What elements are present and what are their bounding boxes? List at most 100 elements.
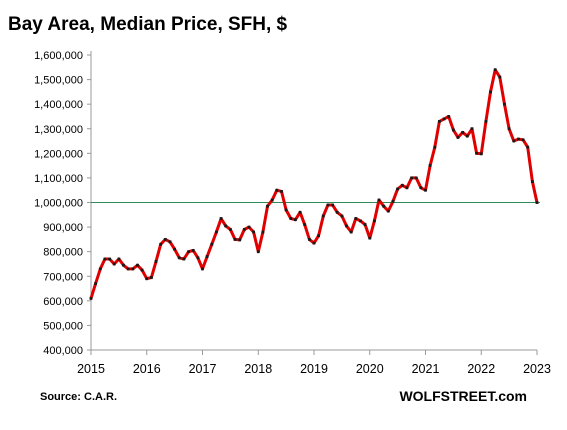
- data-point: [224, 224, 228, 228]
- data-point: [321, 214, 325, 218]
- data-point: [447, 115, 451, 118]
- data-point: [247, 225, 251, 229]
- x-tick-label: 2023: [523, 362, 551, 376]
- data-point: [201, 267, 204, 271]
- data-point: [400, 183, 404, 187]
- data-point: [182, 257, 186, 261]
- data-point: [354, 217, 358, 220]
- chart-title: Bay Area, Median Price, SFH, $: [8, 14, 288, 35]
- data-point: [479, 152, 483, 156]
- data-point: [154, 260, 158, 263]
- data-point: [470, 127, 474, 131]
- data-point: [465, 134, 469, 138]
- data-point: [312, 241, 316, 245]
- y-tick-label: 1,200,000: [34, 148, 83, 160]
- data-point: [94, 282, 97, 285]
- data-point: [210, 242, 214, 246]
- data-point: [377, 198, 381, 202]
- y-tick-label: 500,000: [43, 320, 83, 332]
- data-point: [489, 90, 492, 94]
- data-point: [396, 187, 399, 191]
- data-point: [410, 176, 413, 180]
- data-point: [187, 250, 190, 254]
- data-point: [238, 238, 242, 242]
- data-point: [442, 117, 446, 121]
- x-tick-label: 2015: [77, 362, 105, 376]
- data-point: [103, 257, 107, 261]
- y-tick-label: 1,600,000: [34, 50, 83, 62]
- x-tick-label: 2021: [412, 362, 440, 376]
- data-point: [215, 230, 218, 234]
- data-point: [131, 267, 135, 271]
- y-tick-label: 600,000: [43, 296, 83, 308]
- data-point: [349, 230, 353, 234]
- data-point: [531, 180, 534, 183]
- data-point: [233, 238, 237, 241]
- y-tick-label: 1,000,000: [34, 198, 83, 210]
- data-point: [275, 188, 279, 192]
- data-point: [229, 228, 232, 231]
- y-tick-label: 1,100,000: [34, 173, 83, 185]
- data-point: [526, 145, 530, 149]
- data-point: [219, 217, 223, 220]
- data-point: [298, 210, 302, 214]
- data-point: [126, 267, 130, 271]
- y-tick-label: 1,400,000: [34, 99, 83, 111]
- data-point: [475, 151, 478, 155]
- data-point: [391, 199, 395, 203]
- data-point: [345, 224, 348, 228]
- series-group: [89, 68, 539, 300]
- data-point: [452, 128, 455, 132]
- y-tick-label: 1,300,000: [34, 124, 83, 136]
- source-note: Source: C.A.R.: [40, 391, 118, 403]
- y-axis: 400,000 500,000 600,000 700,000 800,000 900,0…: [34, 50, 92, 357]
- data-point: [433, 145, 437, 149]
- data-point: [150, 276, 153, 279]
- data-point: [196, 256, 200, 260]
- data-point: [326, 203, 330, 207]
- data-point: [256, 250, 260, 254]
- data-point: [535, 201, 539, 204]
- data-point: [108, 257, 111, 261]
- x-tick-label: 2018: [244, 362, 272, 376]
- data-point: [419, 186, 423, 190]
- data-point: [270, 198, 274, 202]
- data-point: [438, 120, 441, 123]
- data-point: [163, 238, 167, 241]
- data-point: [89, 297, 93, 300]
- data-point: [512, 139, 516, 143]
- data-point: [507, 127, 511, 131]
- data-point: [168, 240, 172, 244]
- data-point: [112, 262, 116, 266]
- data-point: [331, 203, 334, 207]
- data-point: [340, 214, 344, 218]
- y-tick-label: 400,000: [43, 345, 83, 357]
- data-point: [289, 217, 293, 220]
- data-point: [461, 131, 465, 134]
- data-point: [177, 256, 181, 260]
- data-point: [386, 209, 390, 213]
- data-point: [484, 120, 488, 123]
- x-tick-label: 2017: [189, 362, 217, 376]
- data-point: [284, 208, 288, 212]
- y-tick-label: 900,000: [43, 222, 83, 234]
- data-point: [159, 242, 163, 246]
- data-point: [140, 268, 144, 272]
- data-point: [456, 136, 460, 139]
- data-point: [424, 188, 427, 192]
- data-point: [252, 230, 255, 234]
- series-line: [89, 68, 539, 300]
- y-tick-label: 700,000: [43, 271, 83, 283]
- data-point: [308, 238, 311, 241]
- data-point: [294, 218, 297, 222]
- data-point: [136, 263, 139, 267]
- data-point: [303, 223, 307, 226]
- y-tick-label: 1,500,000: [34, 75, 83, 87]
- data-point: [503, 102, 506, 106]
- x-tick-label: 2022: [467, 362, 495, 376]
- data-point: [382, 204, 386, 208]
- data-point: [521, 138, 525, 142]
- data-point: [280, 190, 283, 193]
- x-tick-label: 2020: [356, 362, 384, 376]
